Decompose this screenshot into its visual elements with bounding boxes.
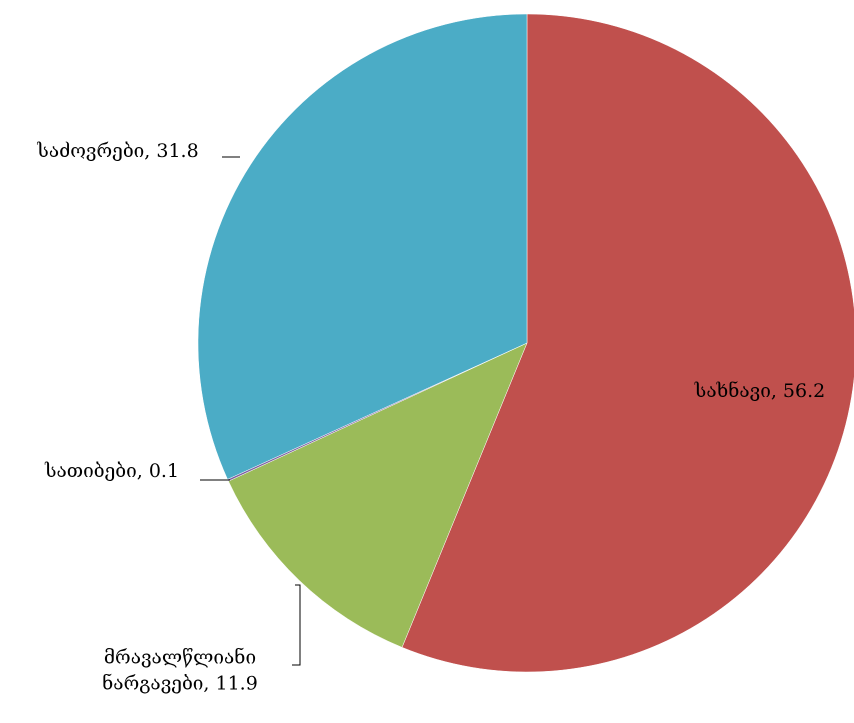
data-label: მრავალწლიანი ნარგავები, 11.9 bbox=[102, 647, 258, 695]
data-label: სათიბები, 0.1 bbox=[44, 460, 179, 482]
pie-slice bbox=[197, 13, 528, 480]
data-label-line: ნარგავები, 11.9 bbox=[102, 672, 258, 694]
leader-line bbox=[292, 584, 301, 666]
data-label-line: მრავალწლიანი bbox=[104, 647, 256, 669]
data-label: საძოვრები, 31.8 bbox=[36, 140, 198, 162]
data-label: სახნავი, 56.2 bbox=[694, 380, 825, 402]
pie-slice bbox=[401, 13, 854, 673]
pie-slice bbox=[228, 342, 528, 648]
